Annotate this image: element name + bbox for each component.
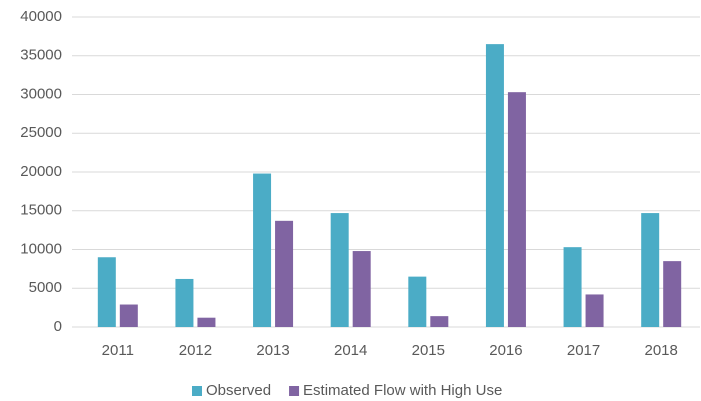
y-tick-label: 35000 bbox=[20, 47, 62, 64]
y-tick-label: 5000 bbox=[29, 279, 62, 296]
bar bbox=[430, 316, 449, 327]
legend-swatch bbox=[192, 386, 202, 396]
bar bbox=[585, 294, 604, 327]
y-tick-label: 30000 bbox=[20, 85, 62, 102]
x-tick-label: 2017 bbox=[567, 342, 600, 359]
x-tick-label: 2012 bbox=[179, 342, 212, 359]
bar bbox=[352, 251, 371, 327]
x-tick-label: 2018 bbox=[645, 342, 678, 359]
bar bbox=[507, 92, 526, 327]
x-tick-label: 2013 bbox=[256, 342, 289, 359]
bar bbox=[119, 304, 138, 327]
bar bbox=[275, 220, 294, 327]
x-tick-label: 2014 bbox=[334, 342, 367, 359]
bar bbox=[197, 317, 216, 327]
legend-label: Estimated Flow with High Use bbox=[303, 382, 502, 399]
bar bbox=[330, 213, 349, 327]
bar bbox=[663, 261, 682, 327]
bar bbox=[97, 257, 116, 327]
x-tick-label: 2015 bbox=[412, 342, 445, 359]
y-tick-label: 10000 bbox=[20, 240, 62, 257]
y-tick-label: 0 bbox=[54, 318, 62, 335]
y-tick-label: 20000 bbox=[20, 163, 62, 180]
bar bbox=[563, 247, 582, 327]
bar bbox=[408, 276, 427, 327]
bar bbox=[175, 278, 194, 327]
y-tick-label: 15000 bbox=[20, 202, 62, 219]
bar bbox=[253, 173, 272, 327]
y-tick-label: 25000 bbox=[20, 124, 62, 141]
legend-label: Observed bbox=[206, 382, 271, 399]
bar bbox=[641, 213, 660, 327]
y-tick-label: 40000 bbox=[20, 8, 62, 25]
bar bbox=[485, 44, 504, 327]
x-tick-label: 2016 bbox=[489, 342, 522, 359]
x-tick-label: 2011 bbox=[102, 342, 134, 359]
legend-swatch bbox=[289, 386, 300, 396]
